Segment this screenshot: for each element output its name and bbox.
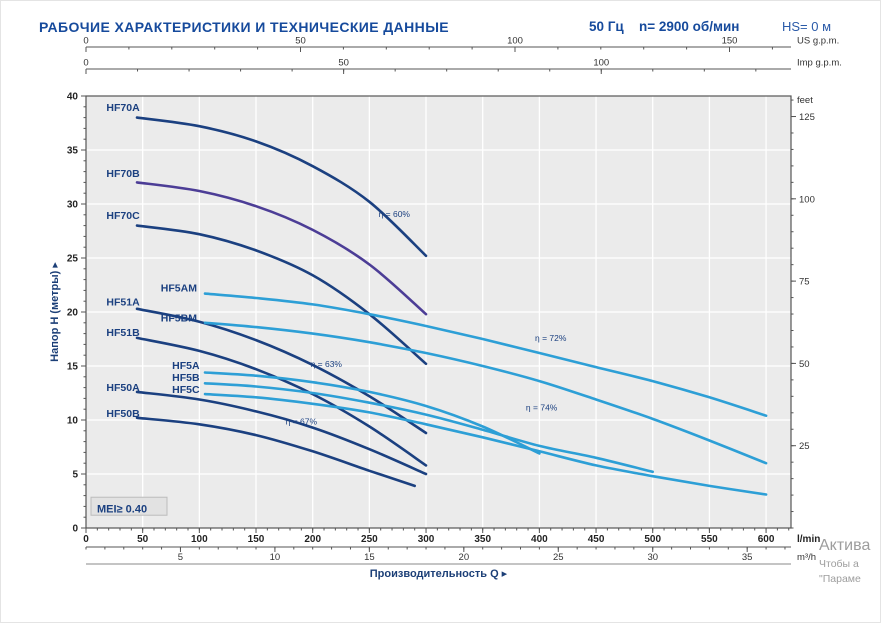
curve-HF50B: [135, 416, 416, 488]
axis-tick-label: 10: [67, 416, 79, 427]
axis-tick-label: 25: [67, 254, 79, 265]
curve-HF51A: [135, 307, 428, 435]
axis-tick-label: 5: [72, 470, 78, 481]
curve-HF5A: [203, 371, 541, 455]
curve-HF51B: [135, 336, 428, 467]
axis-tick-label: 25: [799, 441, 810, 452]
frequency-value: 50 Гц: [589, 19, 624, 34]
efficiency-label: η = 72%: [535, 333, 567, 343]
curve-HF70B: [135, 181, 428, 316]
y-axis-title: Напор H (метры) ▸: [49, 262, 61, 362]
curve-label-HF70A: HF70A: [106, 102, 140, 114]
curve-HF70C: [135, 224, 428, 366]
curve-label-HF5B: HF5B: [172, 372, 200, 384]
axis-tick-label: 15: [364, 552, 375, 563]
curve-label-HF51A: HF51A: [106, 297, 140, 309]
axis-tick-label: 400: [531, 534, 548, 545]
curve-HF5BM: [203, 321, 768, 465]
page-title: РАБОЧИЕ ХАРАКТЕРИСТИКИ И ТЕХНИЧЕСКИЕ ДАН…: [39, 19, 450, 35]
axis-tick-label: 600: [758, 534, 775, 545]
curve-label-HF5BM: HF5BM: [161, 313, 197, 325]
axis-tick-label: 5: [178, 552, 183, 563]
axis-tick-label: 35: [67, 146, 79, 157]
curve-HF5B: [203, 382, 654, 474]
axis-tick-label: 200: [304, 534, 321, 545]
curve-HF5AM: [203, 292, 768, 417]
axis-tick-label: 150: [722, 36, 738, 47]
suction-head-value: HS= 0 м: [782, 19, 832, 34]
curve-label-HF51B: HF51B: [106, 327, 140, 339]
curve-HF50A: [135, 390, 428, 476]
axis-tick-label: 0: [83, 534, 89, 545]
axis-tick-label: 100: [191, 534, 208, 545]
watermark-line: Чтобы а: [819, 558, 859, 570]
lmin-unit-label: l/min: [797, 534, 820, 545]
axis-tick-label: 0: [83, 58, 88, 69]
efficiency-label: η = 63%: [311, 359, 343, 369]
axis-tick-label: 20: [459, 552, 470, 563]
axis-tick-label: 125: [799, 112, 815, 123]
curve-label-HF50B: HF50B: [106, 408, 140, 420]
axis-tick-label: 35: [742, 552, 753, 563]
mei-badge-box: [90, 496, 168, 516]
axis-tick-label: 20: [67, 308, 79, 319]
speed-value: n= 2900 об/мин: [639, 19, 740, 34]
axis-tick-label: 15: [67, 362, 79, 373]
curve-label-HF5A: HF5A: [172, 360, 200, 372]
axis-tick-label: 10: [270, 552, 281, 563]
axis-tick-label: 30: [67, 200, 79, 211]
axis-tick-label: 30: [647, 552, 658, 563]
axis-tick-label: 25: [553, 552, 564, 563]
efficiency-label: η = 67%: [286, 416, 318, 426]
axis-tick-label: 0: [83, 36, 88, 47]
efficiency-label: η = 60%: [379, 209, 411, 219]
axis-tick-label: 50: [338, 58, 349, 69]
axis-tick-label: 100: [799, 194, 815, 205]
watermark-line: "Параме: [819, 573, 861, 585]
axis-tick-label: 500: [644, 534, 661, 545]
feet-unit-label: feet: [797, 95, 813, 106]
axis-tick-label: 250: [361, 534, 378, 545]
windows-activation-watermark: Актива Чтобы а "Параме: [819, 535, 870, 587]
efficiency-label: η = 74%: [526, 402, 558, 412]
watermark-line: Актива: [819, 537, 871, 554]
axis-tick-label: 50: [799, 359, 810, 370]
axis-tick-label: 350: [474, 534, 491, 545]
curve-HF5C: [203, 392, 768, 496]
axis-tick-label: 100: [507, 36, 523, 47]
m3h-unit-label: m³/h: [797, 552, 816, 563]
curve-label-HF70B: HF70B: [106, 168, 140, 180]
imp-gpm-unit-label: Imp g.p.m.: [797, 58, 842, 69]
curve-label-HF5C: HF5C: [172, 384, 200, 396]
axis-tick-label: 300: [418, 534, 435, 545]
axis-tick-label: 50: [137, 534, 149, 545]
axis-tick-label: 550: [701, 534, 718, 545]
curve-label-HF70C: HF70C: [106, 210, 140, 222]
curve-label-HF5AM: HF5AM: [161, 282, 197, 294]
axis-tick-label: 0: [72, 524, 78, 535]
mei-label: MEI≥ 0.40: [97, 503, 147, 515]
axis-tick-label: 50: [295, 36, 306, 47]
axis-tick-label: 150: [248, 534, 265, 545]
x-axis-title: Производительность Q ▸: [370, 568, 508, 580]
axis-tick-label: 100: [593, 58, 609, 69]
curve-HF70A: [135, 116, 428, 258]
us-gpm-unit-label: US g.p.m.: [797, 36, 839, 47]
axis-tick-label: 75: [799, 277, 810, 288]
axis-tick-label: 450: [588, 534, 605, 545]
curve-label-HF50A: HF50A: [106, 382, 140, 394]
axis-tick-label: 40: [67, 92, 79, 103]
